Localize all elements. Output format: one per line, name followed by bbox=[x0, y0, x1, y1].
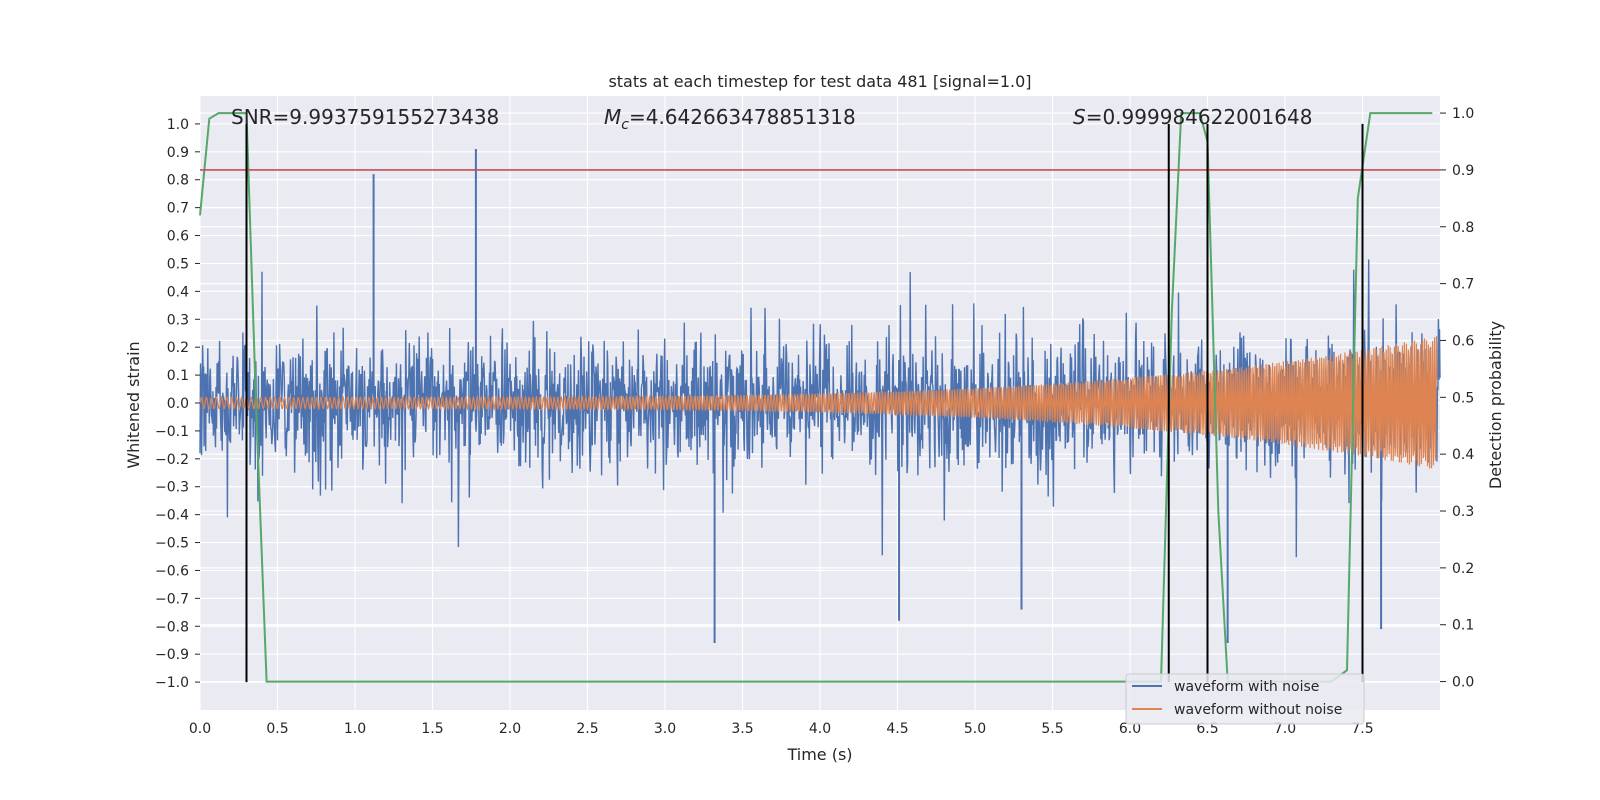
y-tick-label: −0.8 bbox=[155, 619, 189, 635]
axes: 0.0 0.5 1.0 1.5 2.0 2.5 3.0 3.5 4.0 4.5 5.0 5.5 6.0 6… bbox=[155, 106, 1474, 737]
x-tick-label: 5.0 bbox=[964, 721, 986, 737]
y-right-tick-label: 0.3 bbox=[1452, 504, 1474, 520]
x-tick-label: 3.5 bbox=[731, 721, 753, 737]
y-right-tick-label: 0.6 bbox=[1452, 333, 1474, 349]
y-tick-label: −0.6 bbox=[155, 563, 189, 579]
y-tick-label: −0.3 bbox=[155, 480, 189, 496]
vertical-markers bbox=[200, 123, 1440, 683]
y-tick-label: 0.0 bbox=[167, 396, 189, 412]
x-tick-label: 2.5 bbox=[576, 721, 598, 737]
legend-label-clean: waveform without noise bbox=[1174, 702, 1342, 718]
y-tick-label: 0.8 bbox=[167, 173, 189, 189]
legend: waveform with noise waveform without noi… bbox=[1125, 673, 1365, 725]
y-right-tick-label: 0.2 bbox=[1452, 561, 1474, 577]
y-tick-label: −0.9 bbox=[155, 647, 189, 663]
clean-waveform-line bbox=[199, 336, 1438, 469]
series-waveform-without-noise bbox=[199, 336, 1438, 469]
x-tick-label: 4.5 bbox=[886, 721, 908, 737]
x-tick-label: 7.0 bbox=[1274, 721, 1296, 737]
annotation-mc-value: =4.642663478851318 bbox=[629, 105, 856, 129]
y-right-tick-label: 0.7 bbox=[1452, 277, 1474, 293]
y-tick-label: −0.5 bbox=[155, 536, 189, 552]
annotation-mc-subscript: c bbox=[621, 117, 629, 133]
y-tick-label: −0.2 bbox=[155, 452, 189, 468]
y-right-tick-label: 0.8 bbox=[1452, 220, 1474, 236]
y-tick-label: 0.6 bbox=[167, 229, 189, 245]
x-tick-label: 4.0 bbox=[809, 721, 831, 737]
annotation-snr: SNR=9.993759155273438 bbox=[231, 105, 499, 129]
y-right-tick-label: 0.1 bbox=[1452, 618, 1474, 634]
legend-box bbox=[1125, 673, 1365, 725]
x-axis-label: Time (s) bbox=[786, 745, 852, 764]
y-tick-label: 1.0 bbox=[167, 117, 189, 133]
annotation-mc-symbol: M bbox=[604, 105, 621, 129]
annotation-s: S=0.999984622001648 bbox=[1073, 105, 1312, 129]
y-right-tick-label: 0.4 bbox=[1452, 447, 1474, 463]
y-tick-label: 0.3 bbox=[167, 312, 189, 328]
y-tick-label: 0.2 bbox=[167, 340, 189, 356]
x-tick-label: 5.5 bbox=[1041, 721, 1063, 737]
y-tick-label: −0.1 bbox=[155, 424, 189, 440]
y-tick-label: −0.7 bbox=[155, 591, 189, 607]
chart-title: stats at each timestep for test data 481… bbox=[608, 72, 1031, 91]
x-tick-label: 7.5 bbox=[1351, 721, 1373, 737]
y-right-tick-label: 0.5 bbox=[1452, 390, 1474, 406]
legend-label-noise: waveform with noise bbox=[1174, 679, 1319, 695]
y-right-tick-label: 0.9 bbox=[1452, 163, 1474, 179]
y-axis-label-right: Detection probability bbox=[1486, 321, 1505, 489]
y-tick-label: 0.7 bbox=[167, 201, 189, 217]
x-tick-label: 6.0 bbox=[1119, 721, 1141, 737]
y-tick-label: 0.1 bbox=[167, 368, 189, 384]
y-right-tick-label: 0.0 bbox=[1452, 675, 1474, 691]
x-tick-label: 3.0 bbox=[654, 721, 676, 737]
x-tick-label: 6.5 bbox=[1196, 721, 1218, 737]
y-right-tick-label: 1.0 bbox=[1452, 106, 1474, 122]
x-tick-label: 1.5 bbox=[421, 721, 443, 737]
annotation-s-symbol: S bbox=[1073, 105, 1086, 129]
x-tick-label: 0.0 bbox=[189, 721, 211, 737]
x-tick-label: 1.0 bbox=[344, 721, 366, 737]
y-tick-label: −0.4 bbox=[155, 508, 189, 524]
x-tick-label: 2.0 bbox=[499, 721, 521, 737]
y-axis-label: Whitened strain bbox=[124, 341, 143, 468]
annotation-mc: Mc=4.642663478851318 bbox=[604, 105, 856, 133]
y-tick-label: 0.9 bbox=[167, 145, 189, 161]
annotation-s-value: =0.999984622001648 bbox=[1086, 105, 1313, 129]
x-tick-label: 0.5 bbox=[266, 721, 288, 737]
y-tick-label: 0.4 bbox=[167, 284, 189, 300]
y-tick-label: 0.5 bbox=[167, 256, 189, 272]
y-tick-label: −1.0 bbox=[155, 675, 189, 691]
